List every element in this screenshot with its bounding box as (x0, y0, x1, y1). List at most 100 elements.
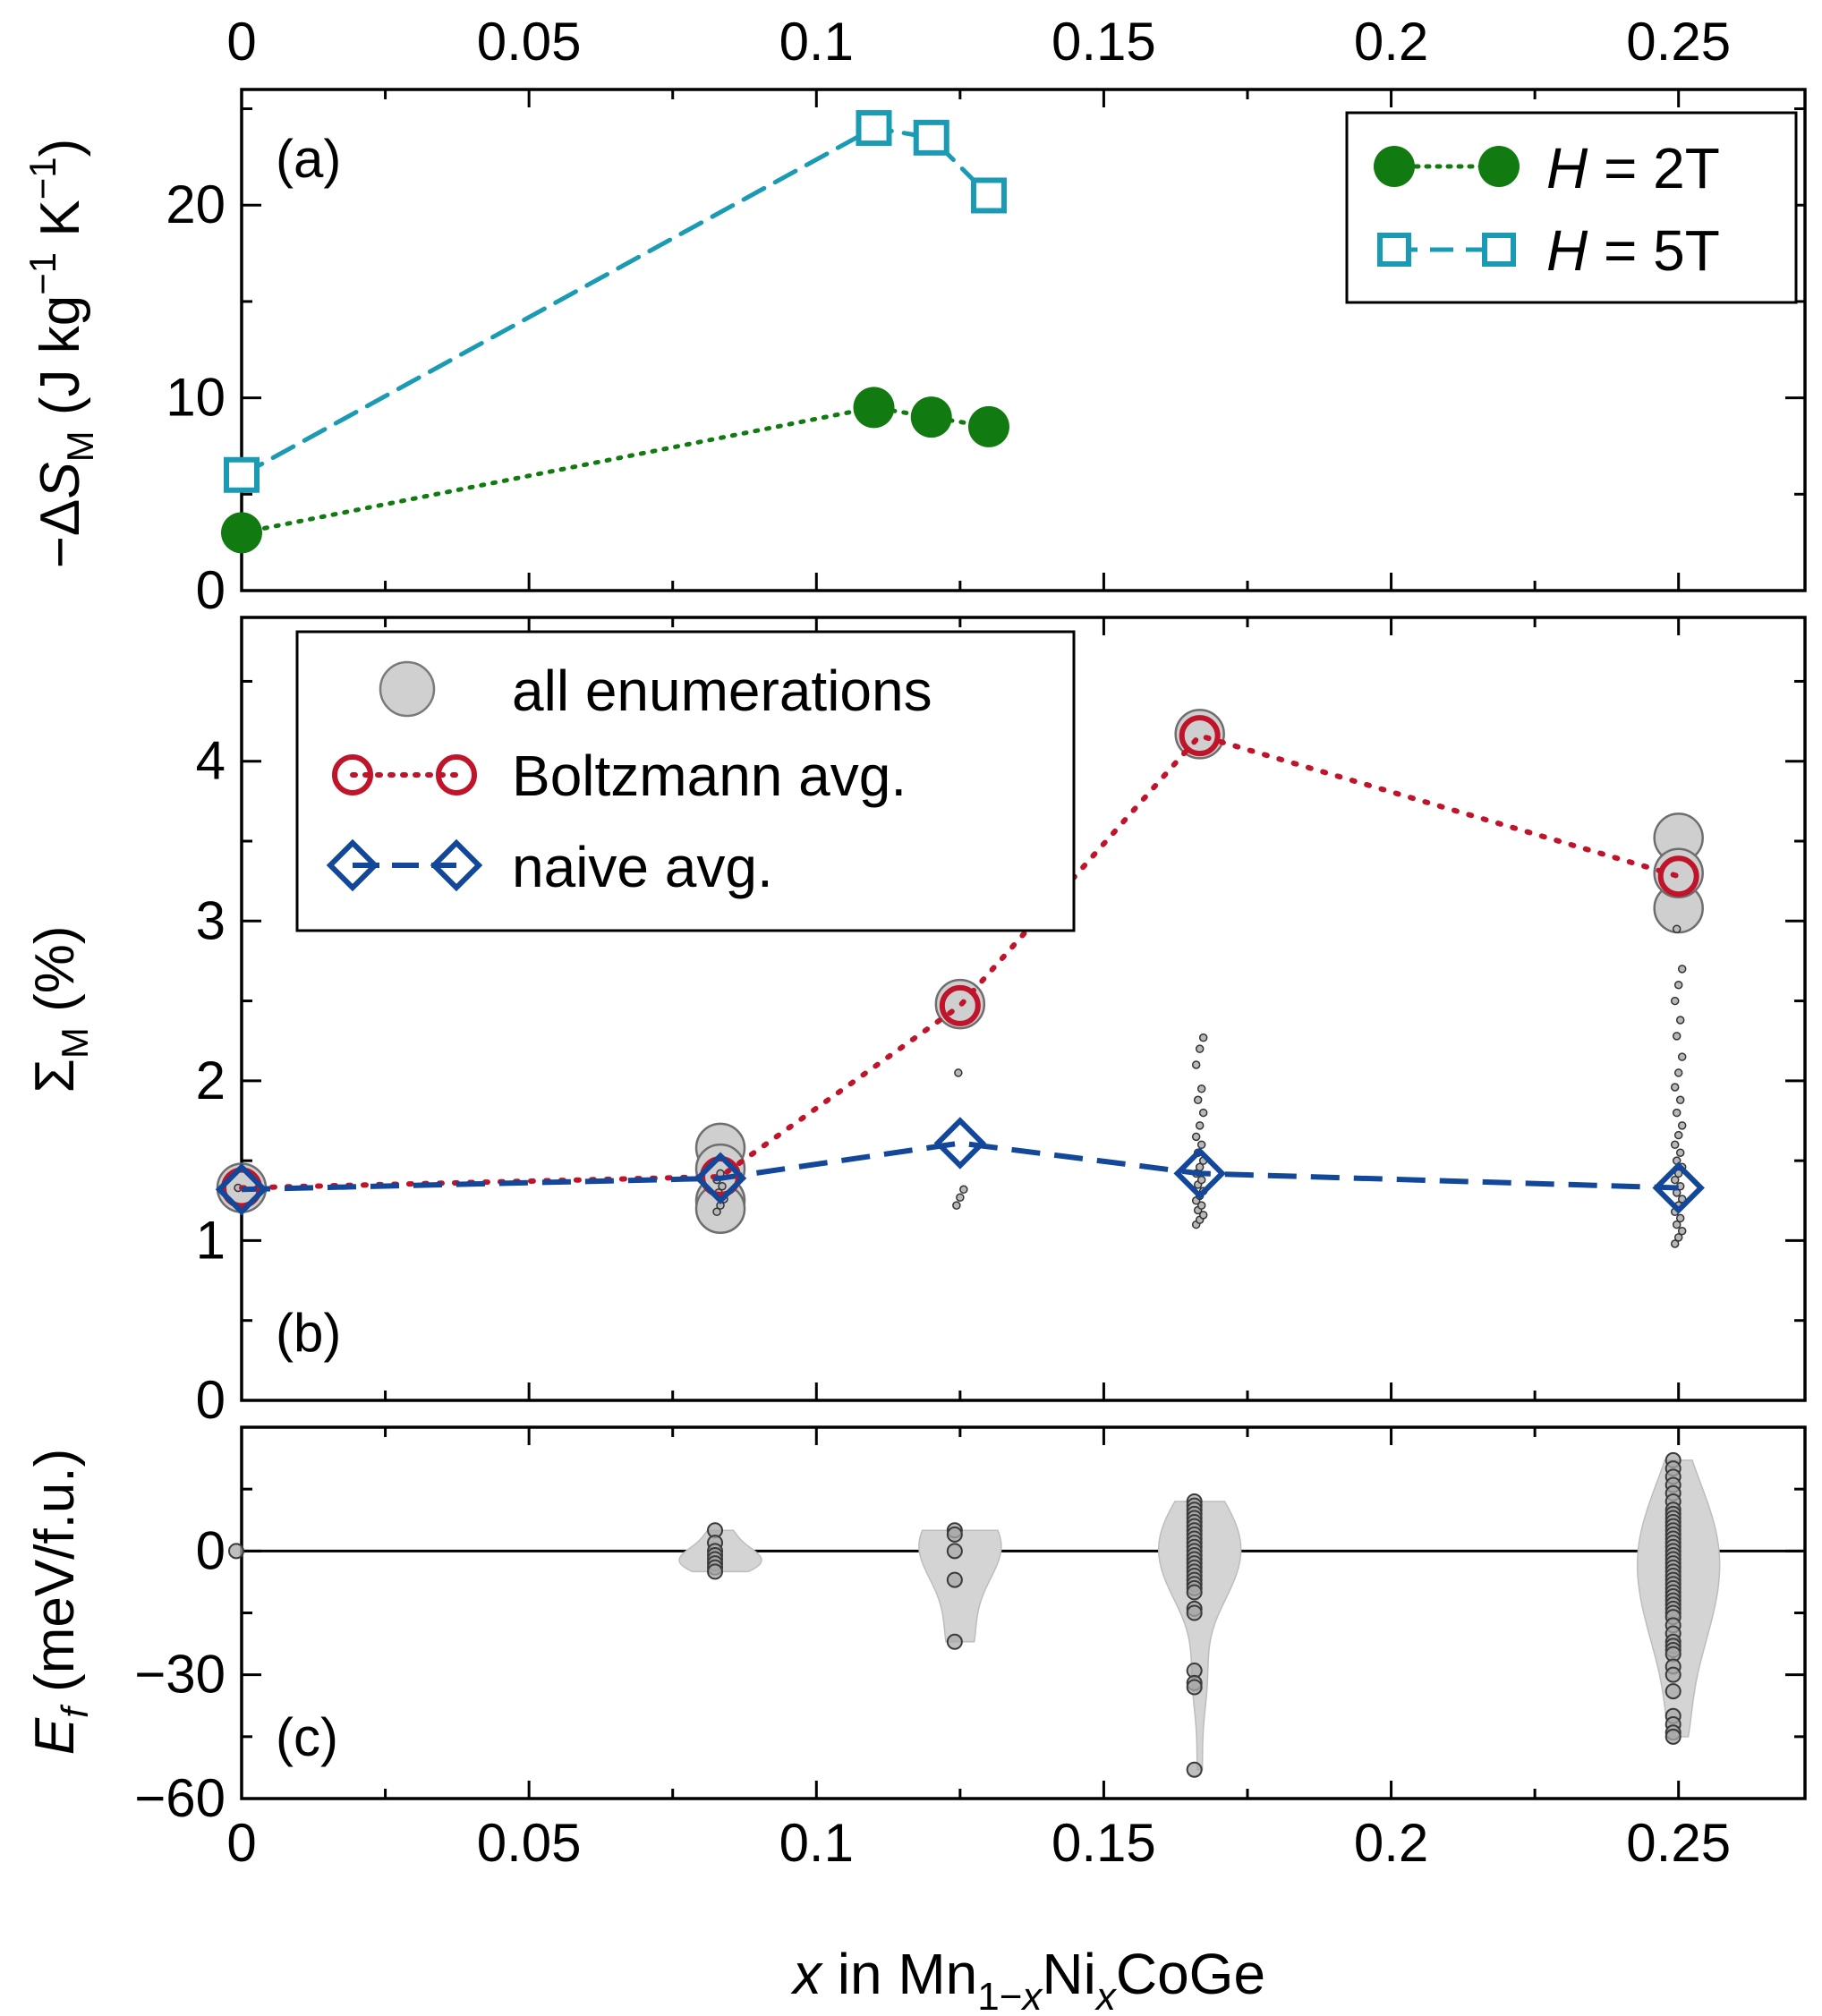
bottom-x-tick-label: 0.25 (1626, 1813, 1731, 1873)
formation-energy-point (1186, 1584, 1203, 1601)
enumeration-point (1672, 1220, 1682, 1229)
bottom-x-tick-label: 0 (226, 1813, 256, 1873)
series-5t-line (239, 125, 992, 478)
y-tick-label: 10 (166, 368, 226, 428)
formation-energy-point (946, 1543, 963, 1560)
x-axis-title: x in Mn1−xNixCoGe (790, 1942, 1265, 2016)
enumeration-point (1193, 1095, 1203, 1105)
legend-2t-marker-right (1478, 146, 1520, 187)
formation-energy-point (946, 1526, 963, 1543)
enumeration-point (1677, 1195, 1687, 1204)
enumeration-point (718, 1181, 727, 1191)
svg-text:−ΔSM (J kg−1 K−1): −ΔSM (J kg−1 K−1) (21, 139, 101, 569)
legend-boltzmann-label: Boltzmann avg. (512, 744, 907, 808)
enumeration-point (1191, 1060, 1201, 1069)
panel-c-label: (c) (276, 1707, 338, 1767)
enumeration-point (1670, 1083, 1680, 1092)
enumeration-point (1672, 1108, 1682, 1118)
bottom-x-tick-label: 0.1 (779, 1813, 854, 1873)
legend-naive-marker-right (430, 838, 483, 892)
panel-a-magnetic-entropy: 0 10 20 (166, 88, 1807, 620)
legend-enumerations-marker (379, 660, 436, 718)
legend-2t-label: H = 2T (1546, 136, 1720, 200)
series-2t-point (221, 512, 262, 554)
enumeration-point (1677, 1226, 1687, 1236)
enumeration-point (1677, 1052, 1687, 1061)
enumeration-point (1670, 1175, 1680, 1185)
bottom-x-tick-label: 0.15 (1051, 1813, 1156, 1873)
enumeration-point (1198, 1211, 1208, 1220)
enumeration-point (1675, 1095, 1685, 1105)
enumeration-point (1196, 1085, 1206, 1093)
legend-5t-marker-left (1377, 233, 1411, 267)
panel-b-lattice-strain: 0 1 2 3 4 (196, 616, 1807, 1430)
formation-energy-point (1664, 1683, 1682, 1700)
legend-boltzmann-marker-left (332, 754, 373, 795)
boltzmann-avg-point (939, 984, 981, 1026)
top-x-tick-label: 0.25 (1626, 12, 1731, 72)
series-5t-point (970, 177, 1007, 214)
series-2t-point (910, 396, 952, 438)
formation-energy-point (1664, 1728, 1682, 1745)
svg-text:ΣM (%): ΣM (%) (24, 926, 96, 1093)
enumeration-point (1673, 1130, 1683, 1140)
top-x-tick-label: 0 (226, 12, 256, 72)
enumeration-point (1191, 1132, 1201, 1142)
y-tick-label: 3 (196, 890, 226, 950)
formation-energy-point (1186, 1679, 1203, 1696)
formation-energy-point (1186, 1761, 1203, 1778)
violin-density (918, 1529, 1002, 1643)
boltzmann-avg-point (1179, 715, 1221, 757)
top-x-tick-label: 0.1 (779, 12, 854, 72)
y-tick-label: 4 (196, 731, 226, 791)
series-2t-point (853, 387, 895, 429)
formation-energy-point (1186, 1604, 1203, 1621)
panel-c-y-axis-title: Ef (meV/f.u.) (24, 1449, 96, 1755)
naive-avg-point (215, 1163, 268, 1216)
y-tick-label: 0 (196, 1370, 226, 1430)
panel-b-legend: all enumerations Boltzmann avg. naive av… (295, 630, 1076, 932)
panel-a-y-axis-title: −ΔSM (J kg−1 K−1) (21, 139, 101, 569)
enumeration-point (1670, 1140, 1680, 1150)
legend-boltzmann-marker-right (436, 754, 477, 795)
enumeration-point (1673, 980, 1683, 990)
enumeration-point (1673, 1169, 1683, 1178)
plot-frame (240, 1425, 1807, 1800)
top-x-tick-label: 0.15 (1051, 12, 1156, 72)
panel-a-legend: H = 2T H = 5T (1345, 111, 1798, 304)
naive-avg-point (1652, 1161, 1705, 1214)
bottom-x-tick-label: 0.2 (1354, 1813, 1428, 1873)
legend-naive-marker-left (326, 838, 379, 892)
enumeration-point (1677, 1121, 1687, 1130)
enumeration-point (1673, 1233, 1683, 1242)
legend-5t-marker-right (1482, 233, 1516, 267)
plot-frame (240, 616, 1807, 1402)
formation-energy-point (228, 1543, 244, 1560)
naive-avg-point (1173, 1147, 1226, 1200)
enumeration-point (1673, 1068, 1683, 1077)
boltzmann-avg-point (1657, 855, 1699, 897)
plot-frame (240, 88, 1807, 592)
enumeration-point (954, 1068, 963, 1077)
panel-b-label: (b) (276, 1303, 341, 1363)
enumeration-point (1677, 965, 1687, 974)
enumeration-point (1675, 1213, 1685, 1223)
naive-avg-line (241, 1140, 1679, 1193)
y-tick-label: −30 (134, 1645, 226, 1705)
y-tick-label: 0 (196, 1520, 226, 1580)
formation-energy-point (1664, 1666, 1682, 1683)
series-5t-point (913, 119, 949, 156)
formation-energy-point (946, 1633, 963, 1650)
y-tick-label: 20 (166, 174, 226, 234)
y-tick-label: 1 (196, 1210, 226, 1270)
enumeration-point (1675, 1148, 1685, 1157)
panel-c-formation-energy: −60 −30 0 (134, 1425, 1807, 1828)
y-tick-label: 2 (196, 1051, 226, 1110)
enumeration-point (1195, 1162, 1205, 1172)
naive-avg-point (933, 1117, 987, 1170)
legend-5t-label: H = 5T (1546, 218, 1720, 283)
svg-text:Ef (meV/f.u.): Ef (meV/f.u.) (24, 1449, 96, 1755)
enumeration-point (712, 1207, 721, 1217)
legend-2t-marker-left (1374, 146, 1415, 187)
